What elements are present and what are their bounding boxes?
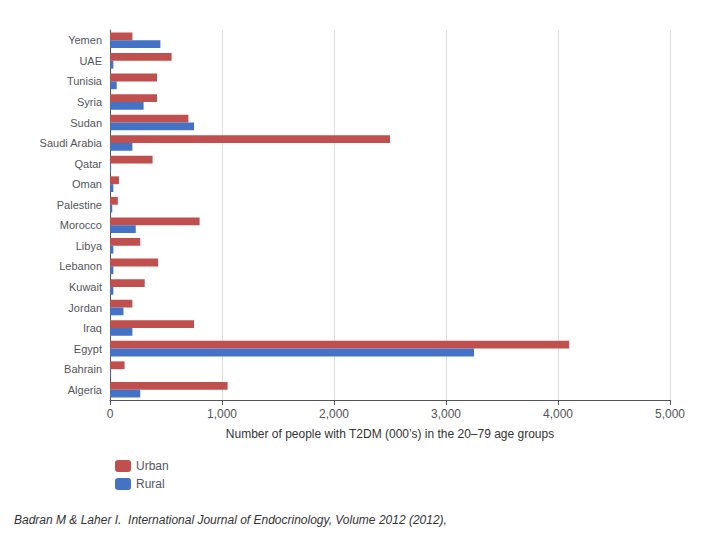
svg-text:1,000: 1,000: [207, 407, 237, 421]
svg-text:Qatar: Qatar: [74, 158, 102, 170]
svg-text:Jordan: Jordan: [68, 302, 102, 314]
svg-text:Algeria: Algeria: [68, 384, 103, 396]
svg-text:Palestine: Palestine: [57, 199, 102, 211]
svg-text:Kuwait: Kuwait: [69, 281, 102, 293]
svg-text:Lebanon: Lebanon: [59, 260, 102, 272]
svg-text:Egypt: Egypt: [74, 343, 102, 355]
svg-text:Urban: Urban: [136, 459, 169, 473]
svg-text:Rural: Rural: [136, 477, 165, 491]
svg-text:UAE: UAE: [79, 55, 102, 67]
svg-text:Saudi Arabia: Saudi Arabia: [40, 137, 103, 149]
svg-text:Yemen: Yemen: [68, 34, 102, 46]
svg-text:Bahrain: Bahrain: [64, 363, 102, 375]
svg-text:Oman: Oman: [72, 178, 102, 190]
svg-text:5,000: 5,000: [655, 407, 685, 421]
svg-text:4,000: 4,000: [543, 407, 573, 421]
svg-text:Number of people with T2DM (00: Number of people with T2DM (000’s) in th…: [226, 427, 554, 441]
svg-text:Tunisia: Tunisia: [67, 75, 103, 87]
svg-text:3,000: 3,000: [431, 407, 461, 421]
svg-text:Morocco: Morocco: [60, 219, 102, 231]
svg-text:Badran M & Laher I. Internati: Badran M & Laher I. International Journa…: [14, 513, 447, 527]
svg-text:Iraq: Iraq: [83, 322, 102, 334]
svg-text:Libya: Libya: [76, 240, 103, 252]
svg-text:Syria: Syria: [77, 96, 103, 108]
svg-text:Sudan: Sudan: [70, 117, 102, 129]
svg-text:0: 0: [107, 407, 114, 421]
svg-text:2,000: 2,000: [319, 407, 349, 421]
